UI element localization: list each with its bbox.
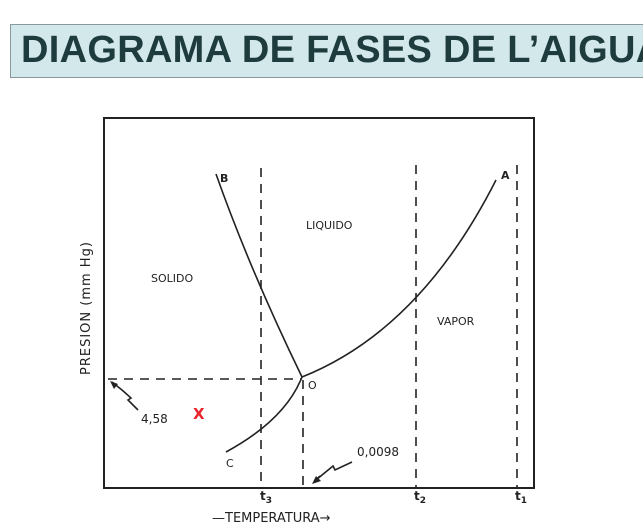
vaporization-curve-oa [301,179,497,378]
fusion-curve-ob [215,173,303,378]
curve-label-b: B [220,172,228,185]
tick-t3: t3 [260,489,272,506]
region-solid-label: SOLIDO [151,272,193,285]
plot-frame [103,117,535,489]
title-banner: DIAGRAMA DE FASES DE L’AIGUA [10,24,643,78]
pressure-arrowhead [110,381,118,389]
y-axis-label: PRESION (mm Hg) [79,241,94,375]
sublimation-curve-oc [225,376,303,453]
triple-point-pressure-value: 4,58 [141,412,168,426]
x-axis-label: —TEMPERATURA→ [212,511,331,526]
triple-point-temperature-value: 0,0098 [357,445,399,459]
red-x-marker: X [193,405,205,423]
curve-label-a: A [501,169,510,182]
temperature-arrowhead [312,476,321,484]
tick-t2: t2 [414,489,426,506]
temperature-arrow [313,461,353,483]
region-liquid-label: LIQUIDO [306,219,353,232]
triple-point-label: O [308,379,317,392]
curve-label-c: C [226,457,234,470]
tick-t1: t1 [515,489,527,506]
region-vapor-label: VAPOR [437,315,475,328]
page-title: DIAGRAMA DE FASES DE L’AIGUA [21,29,643,71]
